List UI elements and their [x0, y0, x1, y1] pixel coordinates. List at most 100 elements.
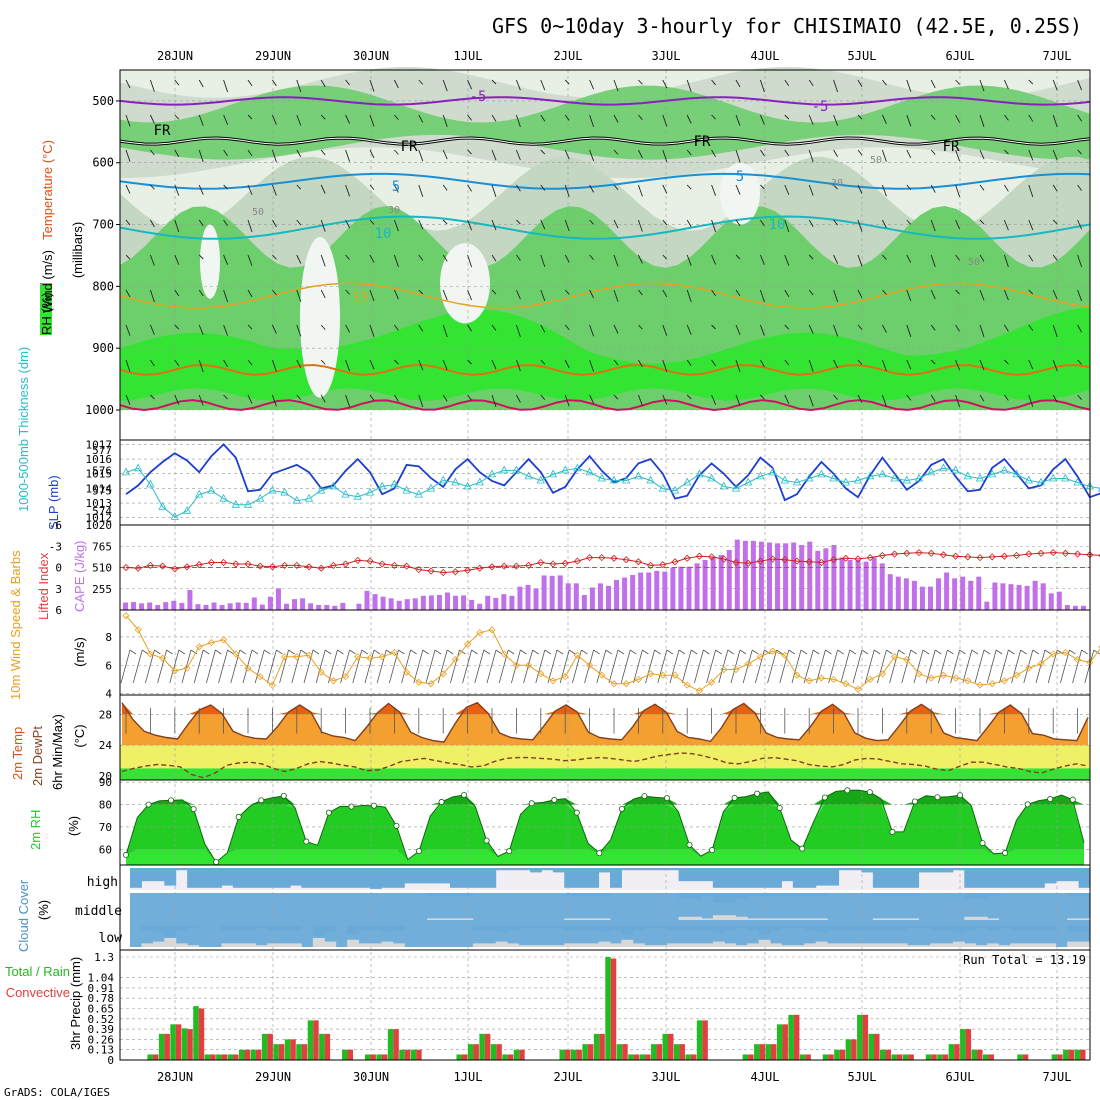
- cloud-bar: [198, 868, 211, 888]
- precip-convective-bar: [393, 1029, 399, 1060]
- cloud-bar: [758, 868, 771, 888]
- cloud-low-clear: [312, 938, 325, 947]
- isotherm-15: [119, 282, 1091, 309]
- precip-convective-bar: [599, 1033, 605, 1060]
- ylabel-cape: CAPE (J/kg): [72, 540, 87, 612]
- precip-total-bar: [559, 1049, 565, 1060]
- upper-wind-barb: [808, 289, 814, 296]
- cloud-mid-clear: [598, 918, 611, 920]
- surface-wind-barb: [828, 649, 838, 684]
- upper-wind-barb: [1028, 394, 1034, 408]
- cloud-low-clear: [1021, 943, 1034, 947]
- upper-wind-barb: [589, 359, 595, 372]
- wind-speed-point: [891, 653, 899, 661]
- upper-wind-barb: [394, 324, 399, 331]
- cloud-bar: [552, 868, 565, 873]
- slp-tick-label: 1015: [86, 468, 113, 481]
- wind-speed-point: [195, 643, 203, 651]
- precip-total-bar: [273, 1044, 279, 1060]
- cape-bar: [436, 595, 442, 610]
- cloud-bar: [598, 893, 611, 897]
- upper-wind-barb: [467, 394, 472, 401]
- li-point: [415, 566, 423, 574]
- surface-wind-barb: [120, 649, 131, 684]
- upper-wind-barb: [1003, 79, 1009, 90]
- upper-wind-barb: [686, 79, 692, 92]
- upper-wind-barb: [1077, 254, 1083, 268]
- cloud-bar: [884, 926, 897, 931]
- cloud-bar: [872, 893, 885, 897]
- thickness-point: [182, 505, 192, 514]
- rh-point: [370, 802, 377, 809]
- cloud-bar: [815, 868, 828, 886]
- upper-wind-barb: [272, 289, 277, 296]
- cloud-mid-clear: [770, 918, 782, 920]
- cloud-bar: [187, 926, 200, 929]
- upper-wind-barb: [149, 114, 155, 124]
- cape-bar: [984, 601, 990, 610]
- thickness-point: [792, 477, 802, 486]
- upper-wind-barb: [882, 79, 887, 86]
- wind-speed-point: [842, 680, 850, 688]
- upper-wind-barb: [760, 184, 765, 190]
- wind-speed-point: [878, 670, 886, 678]
- upper-wind-barb: [223, 289, 229, 303]
- thickness-point: [1073, 477, 1082, 486]
- wind-speed-point: [500, 650, 508, 658]
- wind-speed-point: [293, 653, 301, 661]
- precip-total-bar: [971, 1049, 978, 1060]
- bottom-date-label: 2JUL: [554, 1070, 583, 1084]
- upper-wind-barb: [833, 149, 838, 158]
- thickness-point: [805, 473, 814, 482]
- upper-wind-barb: [686, 359, 692, 367]
- upper-wind-barb: [174, 254, 180, 265]
- rh-area-high: [126, 790, 1084, 805]
- upper-wind-barb: [906, 254, 912, 263]
- legend-total-rain: Total / Rain: [5, 964, 70, 979]
- upper-wind-barb: [345, 394, 351, 407]
- precip-total-bar: [399, 1049, 405, 1060]
- cloud-mid-clear: [895, 918, 908, 920]
- precip-total-bar: [284, 1039, 291, 1060]
- cloud-low-clear: [244, 943, 257, 947]
- precip-convective-bar: [278, 1044, 285, 1060]
- precip-convective-bar: [198, 1008, 205, 1060]
- upper-wind-barb: [955, 149, 961, 162]
- precip-total-bar: [937, 1054, 943, 1060]
- bottom-date-label: 3JUL: [652, 1070, 681, 1084]
- cloud-bar: [861, 868, 874, 873]
- li-point: [695, 552, 703, 560]
- temp-tick-label: 28: [99, 708, 112, 721]
- upper-wind-barb: [467, 114, 472, 121]
- wind-speed-point: [830, 675, 838, 683]
- cape-bar: [243, 602, 249, 610]
- upper-wind-barb: [223, 359, 228, 368]
- cloud-low-clear: [895, 943, 908, 947]
- cloud-bar: [1032, 926, 1045, 931]
- pressure-tick-label: 1000: [85, 403, 114, 417]
- thickness-point: [353, 491, 362, 500]
- cape-bar: [187, 590, 193, 610]
- surface-wind-barb-feather: [227, 649, 234, 655]
- upper-wind-barb: [345, 289, 350, 295]
- upper-wind-barb: [223, 324, 229, 336]
- cloud-bar: [427, 893, 440, 897]
- upper-wind-barb: [394, 149, 399, 155]
- cloud-mid-clear: [438, 918, 451, 920]
- cloud-bar: [895, 868, 908, 888]
- upper-wind-barb: [759, 254, 765, 265]
- surface-wind-barb-feather: [361, 649, 369, 655]
- thickness-point: [134, 463, 143, 472]
- surface-wind-barb: [681, 649, 692, 684]
- precip-convective-bar: [164, 1033, 170, 1060]
- wind-speed-point: [256, 673, 264, 681]
- upper-wind-barb: [540, 184, 546, 191]
- precip-convective-bar: [301, 1044, 308, 1060]
- li-point: [171, 565, 179, 573]
- upper-wind-barb: [979, 324, 985, 338]
- upper-wind-barb: [418, 79, 424, 85]
- precip-total-bar: [857, 1014, 863, 1060]
- upper-wind-barb: [955, 184, 961, 197]
- precip-total-bar: [891, 1054, 897, 1060]
- surface-wind-barb: [901, 649, 912, 684]
